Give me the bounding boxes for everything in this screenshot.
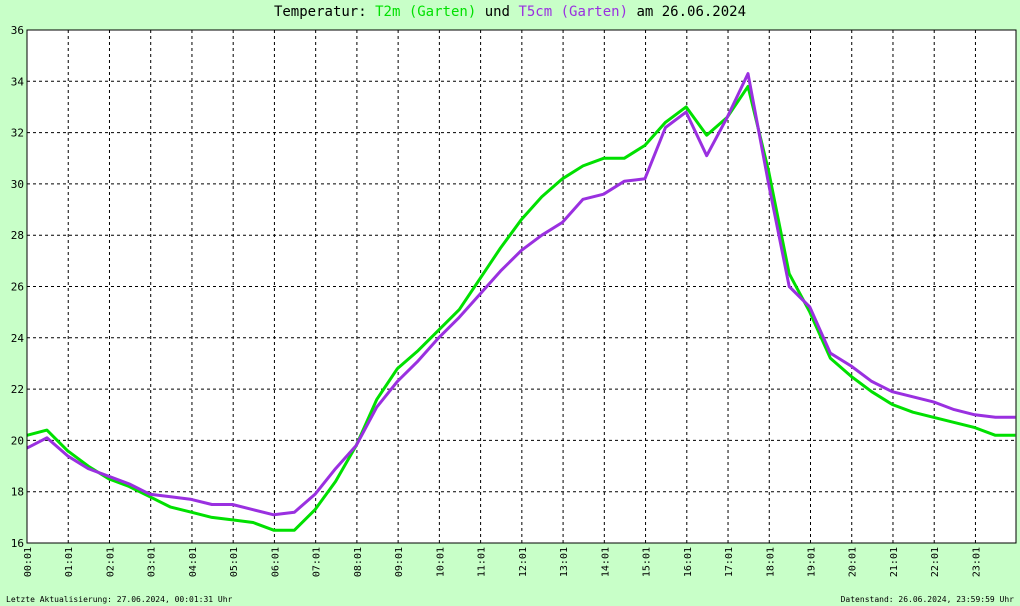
title-prefix: Temperatur: bbox=[273, 4, 367, 20]
y-tick-label: 24 bbox=[11, 332, 25, 345]
x-tick-label: 14:01 bbox=[600, 547, 611, 577]
x-tick-label: 09:01 bbox=[394, 547, 405, 577]
x-tick-label: 21:01 bbox=[889, 547, 900, 577]
data-status-text: Datenstand: 26.06.2024, 23:59:59 Uhr bbox=[840, 595, 1014, 604]
title-conj: und bbox=[484, 4, 510, 20]
chart-title: Temperatur: T2m (Garten) und T5cm (Garte… bbox=[0, 4, 1020, 20]
x-tick-label: 10:01 bbox=[435, 547, 446, 577]
series-line-t5cm bbox=[26, 72, 1016, 517]
y-tick-label: 32 bbox=[11, 127, 24, 140]
x-tick-label: 16:01 bbox=[683, 547, 694, 577]
x-tick-label: 17:01 bbox=[724, 547, 735, 577]
x-tick-label: 18:01 bbox=[765, 547, 776, 577]
x-tick-label: 22:01 bbox=[930, 547, 941, 577]
x-tick-label: 11:01 bbox=[477, 547, 488, 577]
y-tick-label: 34 bbox=[11, 75, 25, 88]
x-tick-label: 01:01 bbox=[64, 547, 75, 577]
y-tick-label: 30 bbox=[11, 178, 24, 191]
last-update-text: Letzte Aktualisierung: 27.06.2024, 00:01… bbox=[6, 595, 233, 604]
series-line-t2m bbox=[26, 84, 1016, 532]
title-series-t5cm: T5cm (Garten) bbox=[518, 4, 629, 20]
x-tick-label: 13:01 bbox=[559, 547, 570, 577]
title-date: am 26.06.2024 bbox=[636, 4, 747, 20]
x-tick-label: 12:01 bbox=[518, 547, 529, 577]
x-tick-label: 06:01 bbox=[270, 547, 281, 577]
x-tick-label: 00:01 bbox=[23, 547, 34, 577]
x-tick-label: 03:01 bbox=[147, 547, 158, 577]
y-tick-label: 26 bbox=[11, 281, 24, 294]
x-tick-label: 02:01 bbox=[105, 547, 116, 577]
y-tick-label: 22 bbox=[11, 383, 24, 396]
x-tick-label: 19:01 bbox=[807, 547, 818, 577]
x-tick-label: 04:01 bbox=[188, 547, 199, 577]
x-tick-label: 15:01 bbox=[642, 547, 653, 577]
y-tick-label: 20 bbox=[11, 434, 24, 447]
y-tick-label: 16 bbox=[11, 537, 24, 550]
x-tick-label: 23:01 bbox=[971, 547, 982, 577]
plot-frame bbox=[26, 29, 1017, 544]
x-tick-label: 05:01 bbox=[229, 547, 240, 577]
y-tick-label: 28 bbox=[11, 229, 24, 242]
title-series-t2m: T2m (Garten) bbox=[375, 4, 477, 20]
y-tick-label: 18 bbox=[11, 486, 24, 499]
y-tick-label: 36 bbox=[11, 24, 24, 37]
x-tick-label: 07:01 bbox=[312, 547, 323, 577]
x-tick-label: 08:01 bbox=[353, 547, 364, 577]
x-tick-label: 20:01 bbox=[848, 547, 859, 577]
